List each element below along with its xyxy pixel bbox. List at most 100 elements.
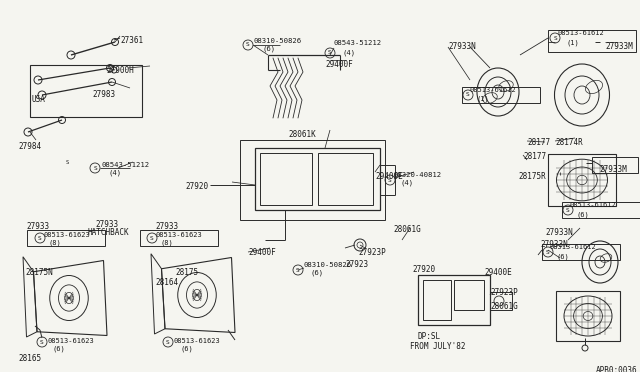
Text: 28175R: 28175R	[518, 172, 546, 181]
Text: 28164: 28164	[155, 278, 178, 287]
Text: DP:SL: DP:SL	[418, 332, 441, 341]
Text: 28165: 28165	[18, 354, 41, 363]
Text: 08513-61612: 08513-61612	[550, 244, 596, 250]
Text: 28175: 28175	[175, 268, 198, 277]
Text: (6): (6)	[263, 46, 276, 52]
Text: 28061G: 28061G	[490, 302, 518, 311]
Bar	[260, 153, 312, 205]
Bar	[548, 154, 616, 206]
Text: S: S	[40, 340, 44, 344]
Text: (1): (1)	[476, 96, 489, 103]
Text: S: S	[93, 166, 97, 170]
Bar	[490, 292, 512, 310]
Text: USA: USA	[32, 95, 46, 104]
Text: FROM JULY'82: FROM JULY'82	[410, 342, 465, 351]
Text: S: S	[546, 250, 550, 254]
Bar	[140, 230, 218, 246]
Text: (8): (8)	[48, 240, 61, 247]
Text: (4): (4)	[108, 170, 121, 176]
Text: 29400F: 29400F	[325, 60, 353, 69]
Text: 27933M: 27933M	[605, 42, 633, 51]
Text: S: S	[65, 160, 68, 164]
Text: 27933: 27933	[95, 220, 118, 229]
Bar	[240, 140, 385, 220]
Text: 27923P: 27923P	[490, 288, 518, 297]
Text: 27933N: 27933N	[540, 240, 568, 249]
Bar	[423, 280, 451, 320]
Text: (6): (6)	[180, 346, 193, 353]
Text: (6): (6)	[556, 254, 569, 260]
Text: 27923: 27923	[345, 260, 368, 269]
Text: 29400E: 29400E	[375, 172, 403, 181]
Text: S: S	[38, 235, 42, 241]
Text: S: S	[388, 177, 392, 183]
Bar	[418, 275, 490, 325]
Text: S: S	[328, 51, 332, 55]
Bar	[462, 87, 540, 103]
Text: 08513-61612: 08513-61612	[470, 87, 516, 93]
Bar	[318, 153, 373, 205]
Bar	[592, 157, 638, 173]
Bar	[30, 65, 142, 117]
Text: 27933: 27933	[26, 222, 49, 231]
Text: (4): (4)	[342, 50, 355, 57]
Text: S: S	[566, 208, 570, 212]
Text: 08543-51212: 08543-51212	[334, 40, 382, 46]
Text: 08513-61612: 08513-61612	[558, 30, 605, 36]
Text: 28061G: 28061G	[393, 225, 420, 234]
Ellipse shape	[577, 175, 587, 185]
Text: HATCHBACK: HATCHBACK	[88, 228, 130, 237]
Text: 27983: 27983	[92, 90, 115, 99]
Text: S: S	[553, 35, 557, 41]
Text: 29400E: 29400E	[484, 268, 512, 277]
Bar	[27, 230, 105, 246]
Text: S: S	[150, 235, 154, 241]
Text: S: S	[166, 340, 170, 344]
Text: 08320-40812: 08320-40812	[394, 172, 442, 178]
Text: 27900H: 27900H	[106, 66, 134, 75]
Text: 27923P: 27923P	[358, 248, 386, 257]
Text: (6): (6)	[53, 346, 66, 353]
Ellipse shape	[583, 311, 593, 321]
Ellipse shape	[65, 292, 73, 304]
Text: 27361: 27361	[120, 36, 143, 45]
Text: S: S	[296, 267, 300, 273]
Text: (1): (1)	[566, 40, 579, 46]
Text: 08543-51212: 08543-51212	[102, 162, 150, 168]
Text: 08310-50826: 08310-50826	[304, 262, 352, 268]
Text: 08513-61623: 08513-61623	[174, 338, 221, 344]
Text: 08513-61612: 08513-61612	[570, 202, 617, 208]
Text: 27933N: 27933N	[545, 228, 573, 237]
Text: (4): (4)	[400, 180, 413, 186]
Text: 27933N: 27933N	[448, 42, 476, 51]
Text: 28175N: 28175N	[25, 268, 52, 277]
Text: 27920: 27920	[412, 265, 435, 274]
Text: 28061K: 28061K	[288, 130, 316, 139]
Ellipse shape	[193, 289, 201, 301]
Text: 08513-61623: 08513-61623	[43, 232, 90, 238]
Text: 08310-50826: 08310-50826	[254, 38, 302, 44]
Text: 08513-61623: 08513-61623	[155, 232, 202, 238]
Text: 27920: 27920	[185, 182, 208, 191]
Text: (6): (6)	[310, 270, 323, 276]
Bar	[255, 148, 380, 210]
Text: APB0:0036: APB0:0036	[596, 366, 637, 372]
Text: 28177: 28177	[527, 138, 550, 147]
Text: 28174R: 28174R	[555, 138, 583, 147]
Text: 08513-61623: 08513-61623	[48, 338, 95, 344]
Text: (8): (8)	[160, 240, 173, 247]
Text: 28177: 28177	[523, 152, 546, 161]
Text: 27933M: 27933M	[599, 165, 627, 174]
Ellipse shape	[574, 86, 590, 104]
Text: 27984: 27984	[18, 142, 41, 151]
Bar	[562, 202, 640, 218]
Bar	[548, 30, 636, 52]
Bar	[556, 291, 620, 341]
Text: S: S	[246, 42, 250, 48]
Text: S: S	[466, 93, 470, 97]
Text: 27933: 27933	[155, 222, 178, 231]
Text: (6): (6)	[576, 212, 589, 218]
Bar	[542, 244, 620, 260]
Bar	[454, 280, 484, 310]
Text: 29400F: 29400F	[248, 248, 276, 257]
